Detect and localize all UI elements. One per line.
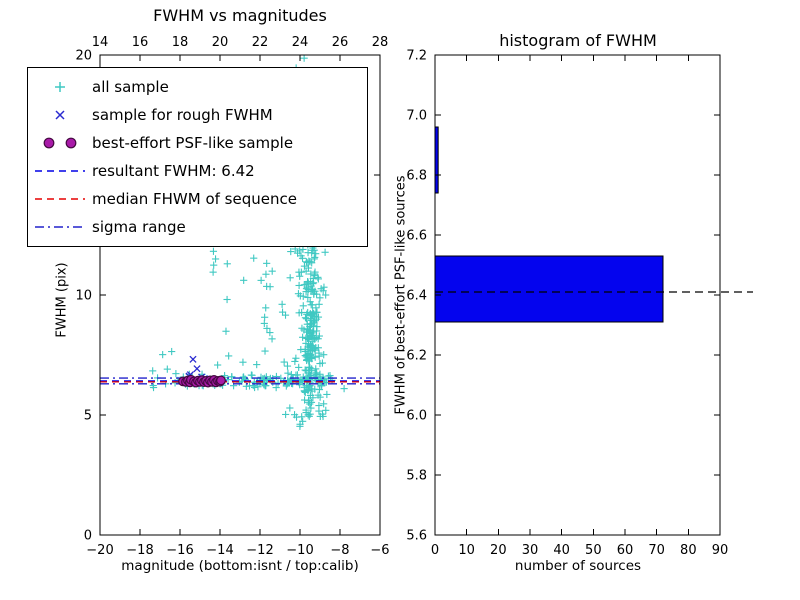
svg-text:20: 20: [75, 49, 92, 64]
svg-text:−18: −18: [126, 543, 153, 558]
svg-text:14: 14: [92, 35, 109, 50]
svg-text:0: 0: [431, 543, 439, 558]
left-xaxis-label: magnitude (bottom:isnt / top:calib): [121, 558, 359, 574]
svg-text:70: 70: [648, 543, 665, 558]
svg-text:10: 10: [75, 289, 92, 304]
svg-text:−20: −20: [86, 543, 113, 558]
legend-entry-1: all sample: [28, 73, 367, 101]
legend-marker: [28, 217, 92, 237]
right-xaxis-label: number of sources: [514, 558, 642, 574]
svg-text:5.6: 5.6: [406, 529, 427, 544]
svg-text:90: 90: [712, 543, 729, 558]
legend-entry-2: sample for rough FWHM: [28, 101, 367, 129]
legend-entry-label: sample for rough FWHM: [92, 106, 273, 124]
histogram-bar: [434, 255, 664, 323]
svg-text:10: 10: [458, 543, 475, 558]
sigma-range-line-icon: [35, 226, 85, 228]
legend-entry-5: median FHWM of sequence: [28, 185, 367, 213]
svg-text:−6: −6: [370, 543, 389, 558]
svg-text:6.8: 6.8: [406, 169, 427, 184]
legend-marker: [28, 77, 92, 97]
svg-text:16: 16: [132, 35, 149, 50]
legend-entry-label: best-effort PSF-like sample: [92, 134, 294, 152]
median-fwhm-line-icon: [35, 198, 85, 200]
svg-text:24: 24: [292, 35, 309, 50]
psf-sample-points: [178, 374, 226, 388]
svg-text:7.2: 7.2: [406, 49, 427, 64]
svg-text:60: 60: [617, 543, 634, 558]
legend-entry-4: resultant FWHM: 6.42: [28, 157, 367, 185]
svg-text:−14: −14: [206, 543, 233, 558]
svg-text:30: 30: [522, 543, 539, 558]
svg-text:−10: −10: [286, 543, 313, 558]
svg-text:20: 20: [212, 35, 229, 50]
svg-text:28: 28: [372, 35, 389, 50]
reference-lines: [100, 377, 380, 385]
svg-text:6.0: 6.0: [406, 409, 427, 424]
svg-text:5.8: 5.8: [406, 469, 427, 484]
legend-entry-label: sigma range: [92, 218, 186, 236]
legend-entry-label: resultant FWHM: 6.42: [92, 162, 255, 180]
legend: all sample sample for rough FWHM best-effo…: [27, 67, 368, 247]
legend-entry-label: all sample: [92, 78, 169, 96]
svg-text:40: 40: [553, 543, 570, 558]
svg-text:−8: −8: [330, 543, 349, 558]
legend-marker: [28, 189, 92, 209]
svg-text:7.0: 7.0: [406, 109, 427, 124]
svg-text:50: 50: [585, 543, 602, 558]
left-yaxis-label: FWHM (pix): [54, 262, 70, 338]
left-chart-title: FWHM vs magnitudes: [153, 6, 327, 25]
legend-marker: [28, 105, 92, 125]
resultant-fwhm-line-icon: [35, 170, 85, 172]
legend-entry-3: best-effort PSF-like sample: [28, 129, 367, 157]
svg-text:26: 26: [332, 35, 349, 50]
left-axis-ticks: −20 14 −18 16 −16 18 −14 20 −12 22 −10 24 −8 26 −6 28 0 5…: [75, 35, 389, 558]
svg-text:5: 5: [84, 409, 92, 424]
svg-text:6.4: 6.4: [406, 289, 427, 304]
legend-marker: [28, 161, 92, 181]
all-sample-marker-icon: [55, 82, 65, 92]
right-axis-ticks: 0 10 20 30 40 50 60 70 80 90 5.6 5.8 6.0 6.2 6.4 6.6 6.8…: [406, 49, 728, 559]
svg-text:22: 22: [252, 35, 269, 50]
legend-entry-label: median FHWM of sequence: [92, 190, 297, 208]
svg-text:80: 80: [680, 543, 697, 558]
right-yaxis-label: FWHM of best-effort PSF-like sources: [393, 175, 409, 415]
legend-entry-6: sigma range: [28, 213, 367, 241]
histogram-bars: [434, 126, 664, 323]
svg-text:−12: −12: [246, 543, 273, 558]
legend-marker: [28, 133, 92, 153]
psf-sample-marker-icon: [43, 137, 77, 149]
svg-text:6.2: 6.2: [406, 349, 427, 364]
svg-text:6.6: 6.6: [406, 229, 427, 244]
right-chart-title: histogram of FWHM: [499, 31, 657, 50]
svg-text:20: 20: [490, 543, 507, 558]
svg-text:18: 18: [172, 35, 189, 50]
rough-sample-marker-icon: [55, 110, 65, 120]
svg-text:−16: −16: [166, 543, 193, 558]
svg-text:0: 0: [84, 529, 92, 544]
